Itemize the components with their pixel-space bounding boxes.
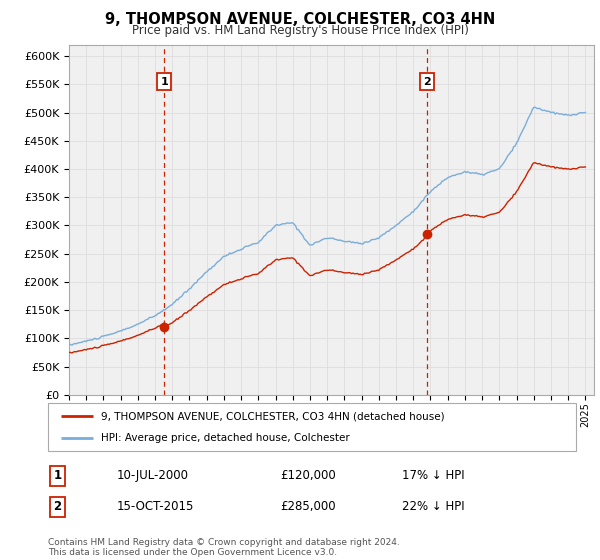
FancyBboxPatch shape [48,403,576,451]
Text: Price paid vs. HM Land Registry's House Price Index (HPI): Price paid vs. HM Land Registry's House … [131,24,469,36]
Text: 22% ↓ HPI: 22% ↓ HPI [402,500,464,514]
Text: 1: 1 [160,77,168,87]
Text: 10-JUL-2000: 10-JUL-2000 [116,469,188,482]
Text: 15-OCT-2015: 15-OCT-2015 [116,500,194,514]
Text: HPI: Average price, detached house, Colchester: HPI: Average price, detached house, Colc… [101,433,350,443]
Text: 2: 2 [423,77,431,87]
Text: 9, THOMPSON AVENUE, COLCHESTER, CO3 4HN (detached house): 9, THOMPSON AVENUE, COLCHESTER, CO3 4HN … [101,411,445,421]
Text: 2: 2 [53,500,62,514]
Text: £285,000: £285,000 [280,500,336,514]
Text: 1: 1 [53,469,62,482]
Text: Contains HM Land Registry data © Crown copyright and database right 2024.
This d: Contains HM Land Registry data © Crown c… [48,538,400,557]
Text: 9, THOMPSON AVENUE, COLCHESTER, CO3 4HN: 9, THOMPSON AVENUE, COLCHESTER, CO3 4HN [105,12,495,27]
Text: 17% ↓ HPI: 17% ↓ HPI [402,469,464,482]
Text: £120,000: £120,000 [280,469,336,482]
